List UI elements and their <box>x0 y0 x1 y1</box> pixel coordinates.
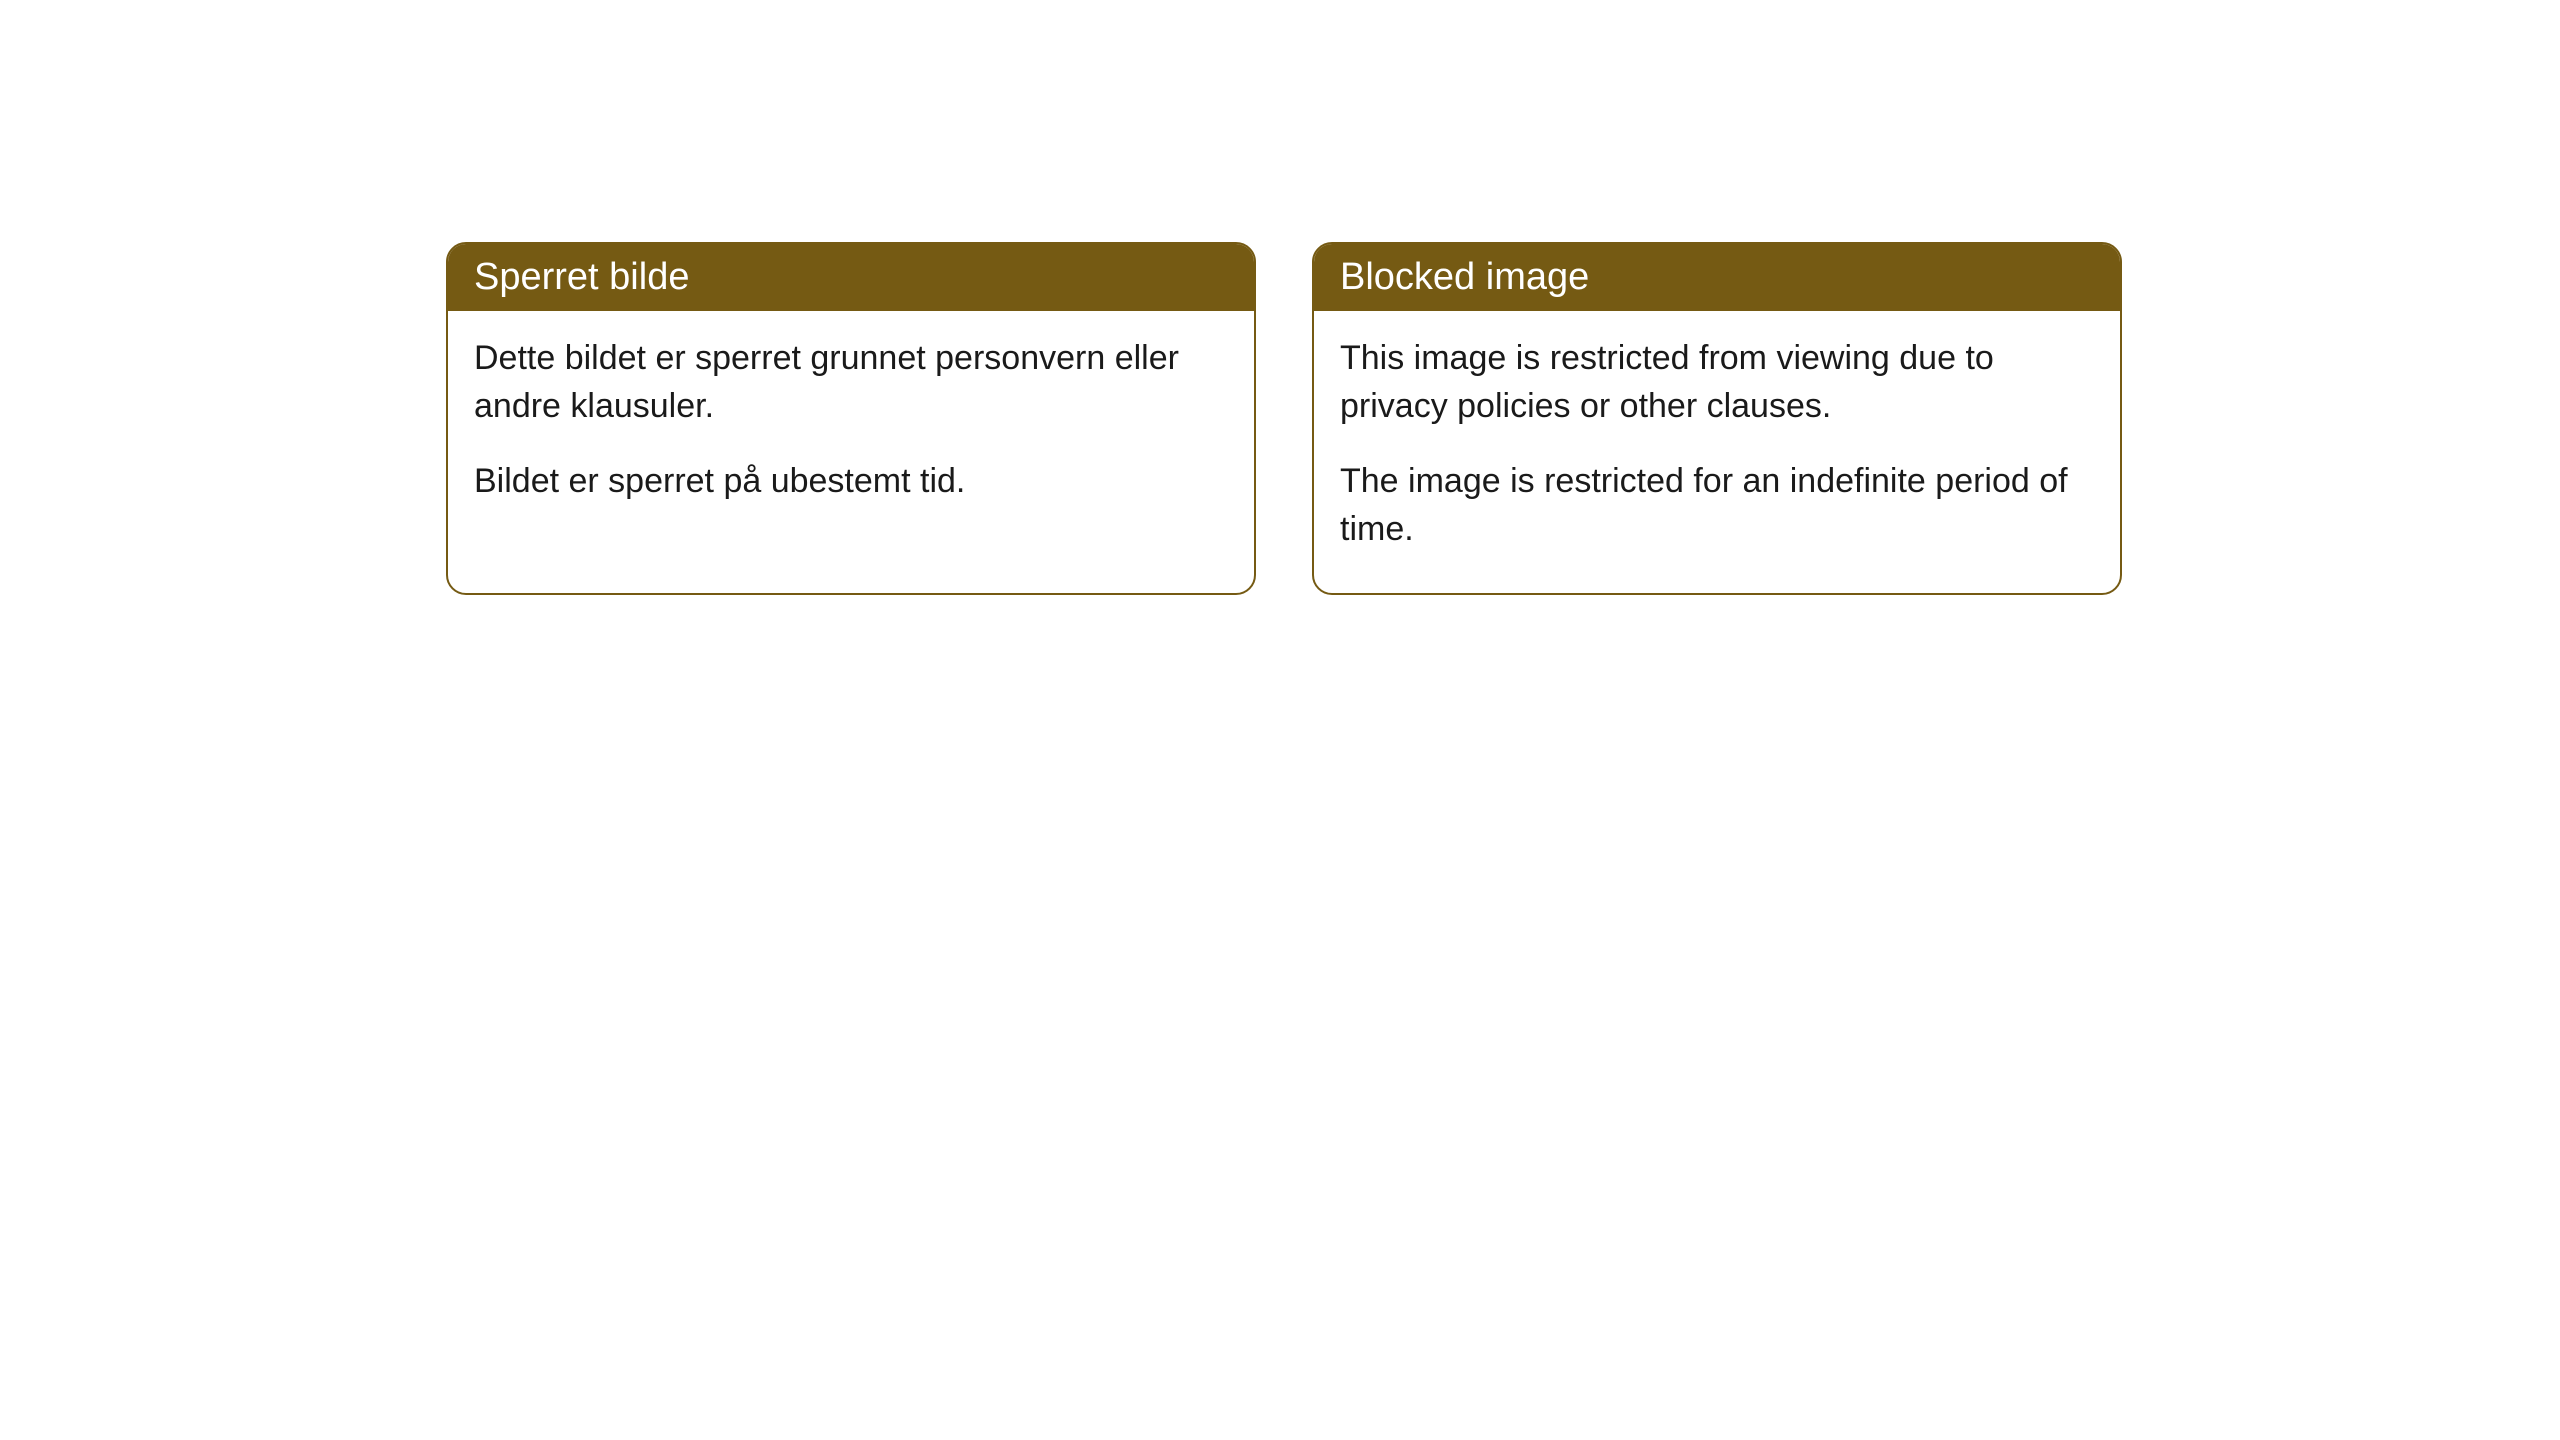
card-title: Blocked image <box>1340 256 1589 298</box>
card-header-english: Blocked image <box>1314 244 2120 311</box>
blocked-image-card-norwegian: Sperret bilde Dette bildet er sperret gr… <box>446 242 1256 595</box>
card-header-norwegian: Sperret bilde <box>448 244 1254 311</box>
blocked-image-card-english: Blocked image This image is restricted f… <box>1312 242 2122 595</box>
card-body-english: This image is restricted from viewing du… <box>1314 311 2120 593</box>
card-paragraph: The image is restricted for an indefinit… <box>1340 458 2094 553</box>
card-paragraph: Dette bildet er sperret grunnet personve… <box>474 335 1228 430</box>
card-paragraph: This image is restricted from viewing du… <box>1340 335 2094 430</box>
notice-cards-container: Sperret bilde Dette bildet er sperret gr… <box>446 242 2122 595</box>
card-title: Sperret bilde <box>474 256 689 298</box>
card-body-norwegian: Dette bildet er sperret grunnet personve… <box>448 311 1254 546</box>
card-paragraph: Bildet er sperret på ubestemt tid. <box>474 458 1228 506</box>
